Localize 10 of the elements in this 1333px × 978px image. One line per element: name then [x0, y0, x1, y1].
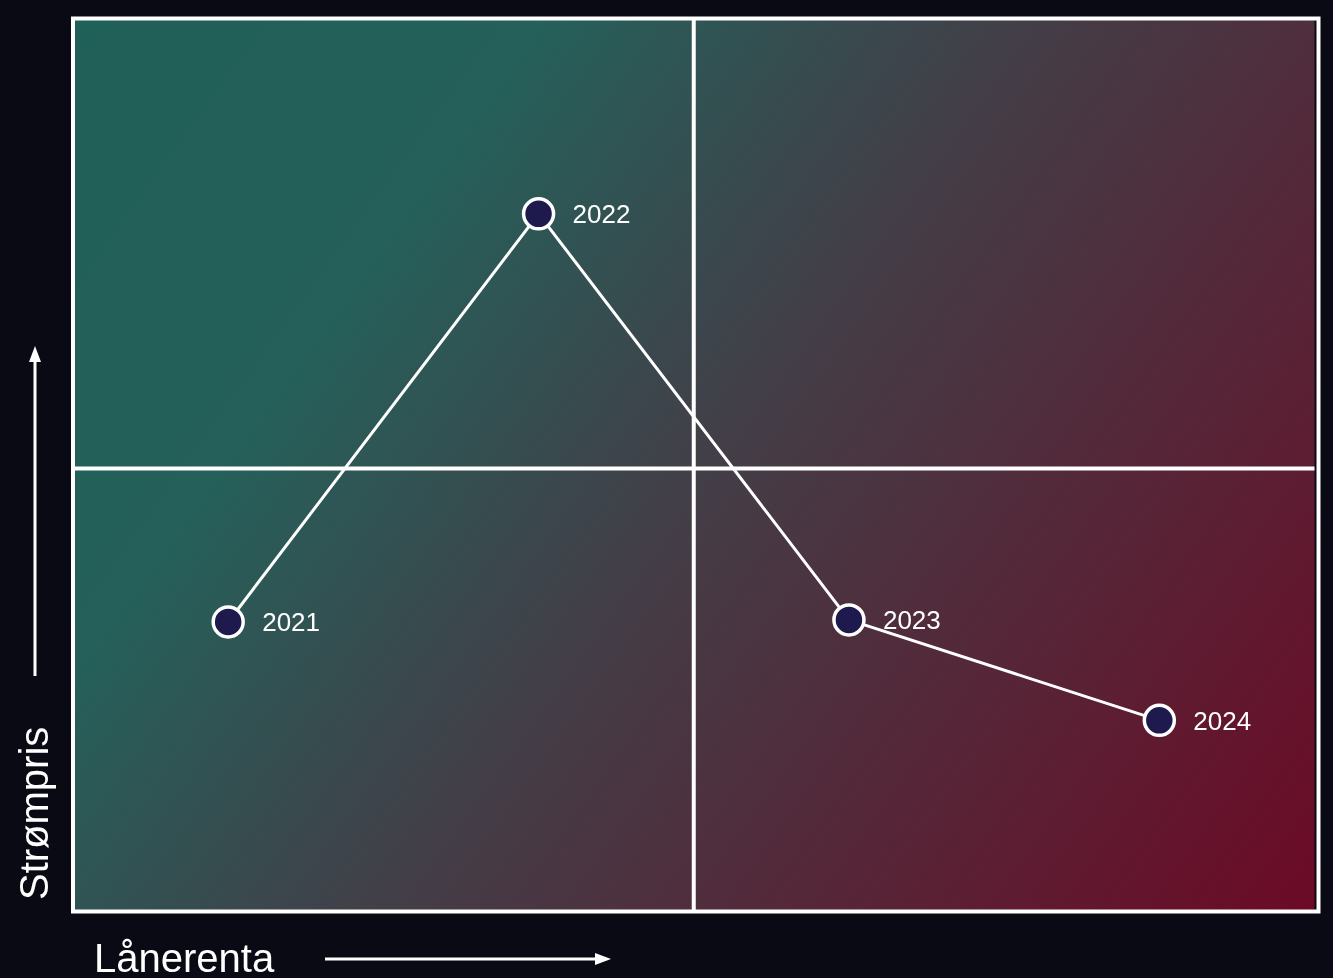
annotation: 2023: [882, 605, 941, 636]
annotation: 2021: [262, 607, 321, 638]
annotation: 2024: [1193, 705, 1252, 736]
point: [521, 197, 556, 231]
point: [832, 603, 866, 637]
point: [1142, 703, 1177, 738]
annotation: 2022: [572, 199, 631, 230]
y-axis-title: Strømpris: [11, 726, 57, 900]
point: [211, 605, 245, 639]
x-axis-title: Lånerenta: [94, 935, 275, 978]
